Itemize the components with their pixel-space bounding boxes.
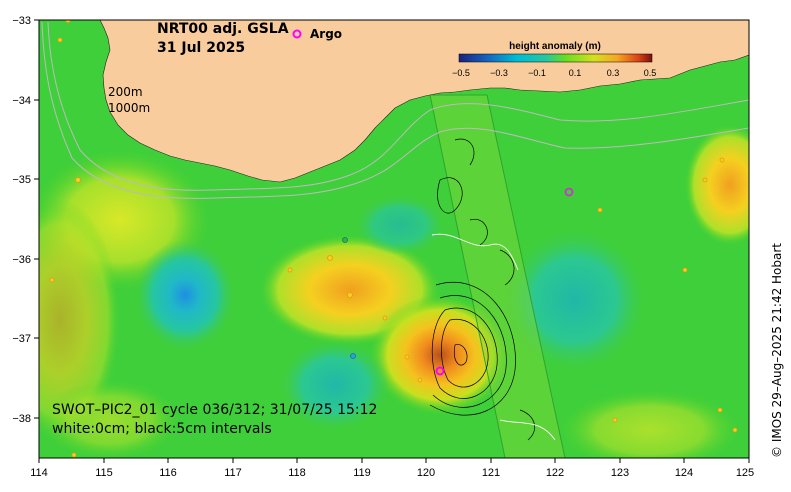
argo-legend-label: Argo (310, 27, 342, 41)
isobaths (41, 21, 749, 199)
y-tick-label: −37 (12, 333, 31, 345)
colorbar-tick: −0.5 (452, 68, 470, 78)
credit-text: © IMOS 29–Aug–2025 21:42 Hobart (770, 243, 784, 458)
swot-swath (430, 95, 565, 458)
swot-caption-line2: white:0cm; black:5cm intervals (52, 421, 272, 437)
x-axis-labels: 114 115 116 117 118 119 120 121 122 123 … (30, 467, 754, 479)
x-tick-label: 125 (736, 467, 754, 479)
x-tick-label: 115 (95, 467, 113, 479)
isobath-1000m-label: 1000m (108, 101, 150, 115)
float-dot-green (342, 237, 348, 243)
map-date: 31 Jul 2025 (157, 40, 245, 56)
colorbar-tick: 0.1 (569, 68, 582, 78)
float-dots (49, 20, 738, 458)
swot-caption-line1: SWOT–PIC2_01 cycle 036/312; 31/07/25 15:… (52, 402, 377, 418)
x-tick-label: 122 (546, 467, 564, 479)
colorbar-tick: −0.1 (528, 68, 546, 78)
colorbar-tick: −0.3 (490, 68, 508, 78)
colorbar-tick: 0.3 (607, 68, 620, 78)
x-tick-label: 124 (675, 467, 693, 479)
argo-float-marker (564, 187, 574, 197)
y-axis-ticks (34, 19, 39, 419)
anomaly-field (39, 20, 749, 458)
colorbar: height anomaly (m) −0.5 −0.3 −0.1 0.1 0.… (452, 41, 656, 78)
colorbar-tick: 0.5 (644, 68, 657, 78)
y-tick-label: −36 (12, 254, 31, 266)
x-axis-ticks (38, 458, 750, 463)
x-tick-label: 123 (611, 467, 629, 479)
float-dot-blue (350, 353, 356, 359)
y-tick-label: −38 (12, 413, 31, 425)
y-tick-label: −33 (12, 15, 31, 27)
y-tick-label: −34 (12, 95, 31, 107)
argo-float-marker (435, 366, 445, 376)
swot-swath-outline (429, 94, 566, 458)
map-title: NRT00 adj. GSLA (157, 21, 289, 37)
colorbar-title: height anomaly (m) (509, 41, 601, 52)
x-tick-label: 118 (288, 467, 306, 479)
y-tick-label: −35 (12, 174, 31, 186)
colorbar-gradient (458, 53, 653, 63)
x-tick-label: 116 (159, 467, 177, 479)
x-tick-label: 121 (482, 467, 500, 479)
zero-contours (431, 233, 556, 441)
x-tick-label: 114 (30, 467, 48, 479)
plot-frame (38, 19, 750, 459)
y-axis-labels: −33 −34 −35 −36 −37 −38 (12, 15, 31, 425)
x-tick-label: 119 (353, 467, 371, 479)
x-tick-label: 117 (224, 467, 242, 479)
isobath-200m-label: 200m (108, 85, 143, 99)
argo-legend-icon (292, 29, 302, 39)
x-tick-label: 120 (417, 467, 435, 479)
